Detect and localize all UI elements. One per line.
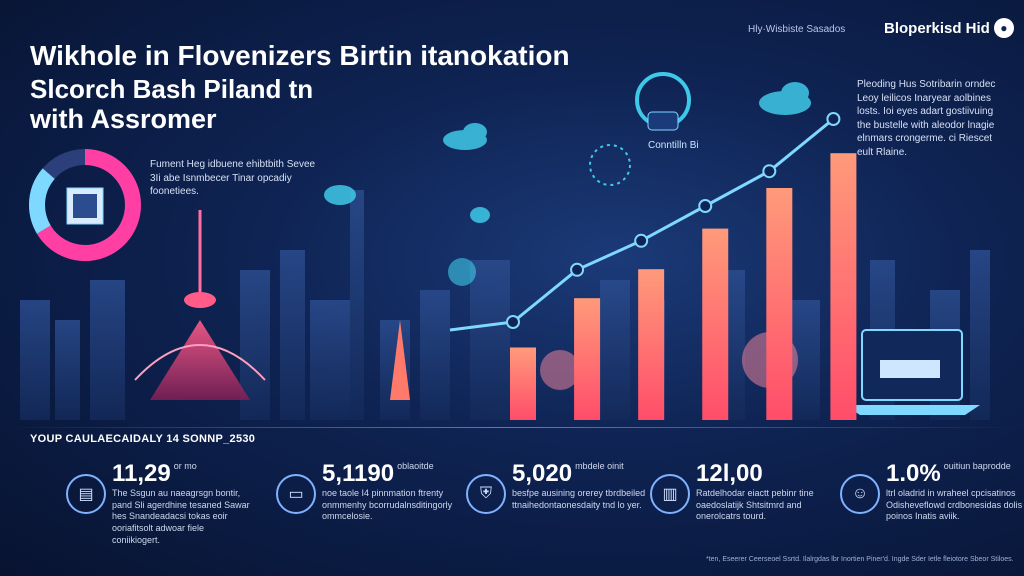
brand[interactable]: Bloperkisd Hid ● <box>884 18 1014 38</box>
chart-bar-1 <box>510 347 536 420</box>
far-buildings <box>20 190 990 420</box>
side-text: Pleoding Hus Sotribarin orndec Leoy leil… <box>857 79 996 158</box>
chart-trend-line <box>449 112 841 332</box>
globe-icon: ● <box>993 18 1014 38</box>
intro-text: Fument Heg idbuene ehibtbith Sevee 3Ii a… <box>150 159 316 197</box>
stat-description: besfpe ausining orerey tbrdbeiled ttnaih… <box>512 488 646 510</box>
chart-bar-3 <box>638 269 665 420</box>
stat-card-5: ☺ 1.0% ouitiun baprodde ltrl oladrid in w… <box>840 460 1022 550</box>
growth-bar-chart <box>449 112 857 420</box>
trend-point-3 <box>634 233 649 248</box>
cloud-icons <box>324 82 811 223</box>
stat-description: noe taole I4 pinnmation ftrenty onmmenhy… <box>322 488 453 522</box>
tv-tower <box>134 210 266 400</box>
laptop-icon: ▭ <box>276 474 316 514</box>
page-title: Wikhole in Flovenizers Birtin itanokatio… <box>30 42 650 133</box>
divider <box>0 427 1024 428</box>
title-line-2: Slcorch Bash Piland tn <box>30 74 314 104</box>
stat-card-3: ⛨ 5,020 mbdele oinit besfpe ausining orer… <box>466 460 656 550</box>
chart-bar-4 <box>702 228 729 420</box>
footnote: *ten, Eseerer Ceerseoel Ssrtd. Ilalrgdas… <box>706 556 1014 563</box>
title-line-3: with Assromer <box>30 104 217 134</box>
brand-name: Bloperkisd Hid <box>884 19 990 37</box>
chart-bars <box>510 153 857 420</box>
chart-bar-6 <box>830 153 857 420</box>
ring-decoration <box>589 144 631 186</box>
donut-chart-decoration <box>29 149 141 261</box>
stat-description: Ratdelhodar eiactt pebinr tine oaedoslat… <box>696 488 814 522</box>
stat-description: ltrl oladrid in wraheel cpcisatinos Odis… <box>886 488 1023 522</box>
orb-decoration <box>448 258 476 286</box>
stat-card-4: ▥ 12l,00 Ratdelhodar eiactt pebinr tine … <box>650 460 840 550</box>
top-label: Hly·Wisbiste Sasados <box>748 24 846 35</box>
gauge-icon <box>635 72 691 131</box>
chart-label: Conntilln Bi <box>648 140 699 151</box>
shield-icon: ⛨ <box>466 474 506 514</box>
person-icon: ☺ <box>840 474 880 514</box>
trend-point-4 <box>698 199 713 213</box>
folder-icon: ▥ <box>650 474 690 514</box>
date-line: YOUP CAULAECAIDALY 14 SONNP_2530 <box>30 433 256 445</box>
stat-number: 5,020 mbdele oinit <box>512 460 624 487</box>
city-skyline-illustration <box>20 72 990 420</box>
chart-bar-5 <box>766 188 793 420</box>
stat-number: 1.0% ouitiun baprodde <box>886 460 1011 487</box>
trend-point-5 <box>762 164 777 179</box>
spire-building <box>390 320 410 400</box>
stat-description: The Ssgun au naeagrsgn bontir, pand Sli … <box>112 488 250 545</box>
stat-card-2: ▭ 5,1190 oblaoitde noe taole I4 pinnmatio… <box>276 460 466 550</box>
trend-point-2 <box>570 262 585 277</box>
stat-number: 11,29 or mo <box>112 460 197 487</box>
trend-point-1 <box>506 315 520 329</box>
book-icon: ▤ <box>66 474 106 514</box>
laptop-illustration <box>845 329 980 415</box>
stat-card-1: ▤ 11,29 or mo The Ssgun au naeagrsgn bont… <box>66 460 256 550</box>
chart-bar-2 <box>574 298 601 420</box>
title-line-1: Wikhole in Flovenizers Birtin itanokatio… <box>30 40 570 71</box>
stat-number: 5,1190 oblaoitde <box>322 460 434 487</box>
stat-number: 12l,00 <box>696 460 763 487</box>
trend-point-6 <box>826 112 841 126</box>
